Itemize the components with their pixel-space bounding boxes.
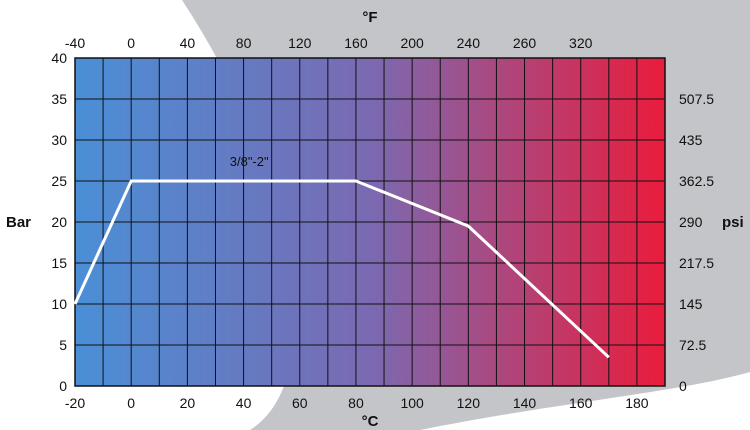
x-bottom-tick-label: 160	[569, 395, 593, 411]
x-bottom-tick-label: 100	[400, 395, 424, 411]
y-left-tick-label: 10	[51, 296, 67, 312]
x-top-axis-title: °F	[362, 9, 377, 26]
x-top-tick-label: 0	[127, 35, 135, 51]
x-top-tick-label: 160	[344, 35, 368, 51]
y-left-tick-label: 40	[51, 50, 67, 66]
y-right-tick-label: 507.5	[679, 91, 714, 107]
x-bottom-tick-label: 120	[457, 395, 481, 411]
x-top-tick-label: 320	[569, 35, 593, 51]
y-left-tick-label: 0	[59, 378, 67, 394]
y-right-tick-label: 0	[679, 378, 687, 394]
y-left-tick-label: 35	[51, 91, 67, 107]
x-bottom-tick-label: 140	[513, 395, 537, 411]
x-top-tick-label: 240	[457, 35, 481, 51]
x-bottom-tick-label: 60	[292, 395, 308, 411]
x-bottom-tick-label: 20	[180, 395, 196, 411]
x-top-tick-label: 120	[288, 35, 312, 51]
y-right-tick-labels: 0 72.5 145 217.5 290 362.5 435 507.5	[679, 91, 714, 394]
x-top-tick-label: 200	[400, 35, 424, 51]
y-left-tick-label: 30	[51, 132, 67, 148]
y-left-tick-label: 5	[59, 337, 67, 353]
x-top-tick-label: 260	[513, 35, 537, 51]
x-bottom-tick-label: 0	[127, 395, 135, 411]
x-top-tick-labels: -40 0 40 80 120 160 200 240 260 320	[65, 35, 593, 51]
y-left-tick-label: 20	[51, 214, 67, 230]
x-top-tick-label: 40	[180, 35, 196, 51]
y-right-tick-label: 217.5	[679, 255, 714, 271]
y-right-tick-label: 362.5	[679, 173, 714, 189]
y-left-tick-label: 15	[51, 255, 67, 271]
x-bottom-axis-title: °C	[362, 413, 379, 430]
y-right-tick-label: 145	[679, 296, 703, 312]
x-top-tick-label: -40	[65, 35, 85, 51]
plot-frame	[74, 57, 666, 387]
y-left-axis-title: Bar	[6, 214, 31, 231]
series-line	[73, 179, 610, 359]
x-bottom-tick-label: 40	[236, 395, 252, 411]
x-bottom-tick-labels: -20 0 20 40 60 80 100 120 140 160 180	[65, 395, 649, 411]
y-right-axis-title: psi	[722, 214, 744, 231]
x-bottom-tick-label: 180	[625, 395, 649, 411]
x-top-tick-label: 80	[236, 35, 252, 51]
y-right-tick-label: 290	[679, 214, 703, 230]
x-bottom-tick-label: -20	[65, 395, 85, 411]
y-right-tick-label: 72.5	[679, 337, 706, 353]
y-left-tick-label: 25	[51, 173, 67, 189]
y-right-tick-label: 435	[679, 132, 703, 148]
y-left-tick-labels: 0 5 10 15 20 25 30 35 40	[51, 50, 67, 394]
x-bottom-tick-label: 80	[348, 395, 364, 411]
series-label: 3/8"-2"	[230, 154, 269, 169]
